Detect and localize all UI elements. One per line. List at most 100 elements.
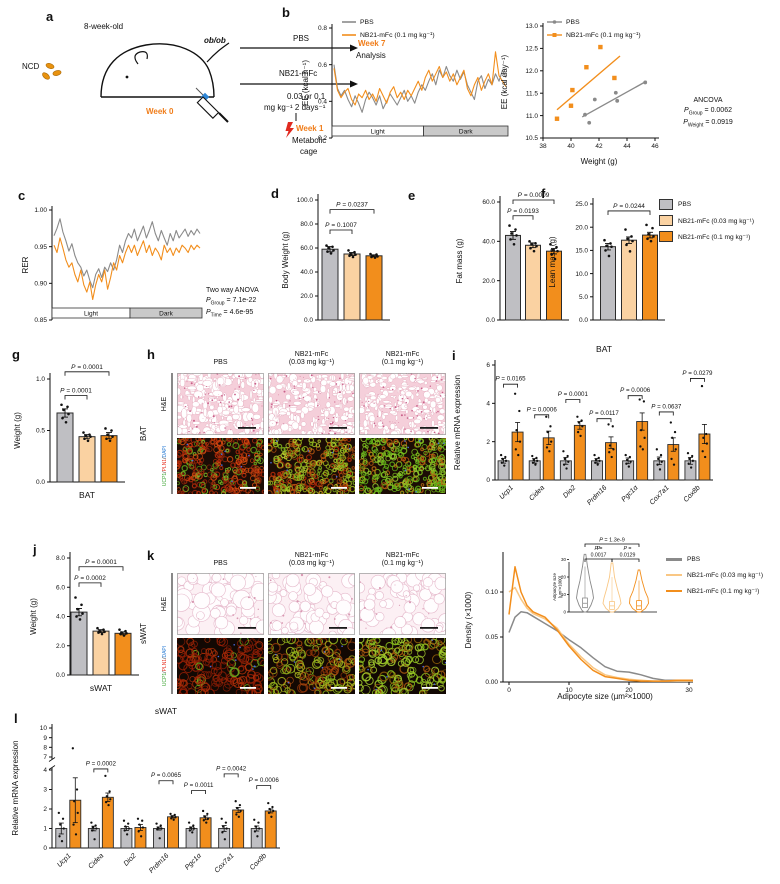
svg-text:0.10: 0.10 (485, 589, 498, 596)
data-dot (530, 242, 533, 246)
data-dot (673, 430, 677, 434)
data-dot (60, 840, 64, 843)
data-dot (509, 238, 512, 241)
data-point (615, 98, 620, 103)
bar (497, 460, 510, 481)
line-legend: PBS NB21-mFc (0.03 mg kg⁻¹) NB21-mFc (0.1 … (666, 556, 763, 603)
mouse-drawing (100, 42, 230, 98)
data-dot (508, 224, 511, 227)
data-dot (658, 468, 662, 471)
svg-text:10.5: 10.5 (525, 135, 538, 142)
data-dot (82, 431, 85, 434)
data-dot (191, 831, 194, 834)
svg-text:(µm²×1000): (µm²×1000) (558, 575, 563, 598)
data-dot (93, 838, 96, 841)
data-dot (253, 830, 257, 833)
metabolic-line1: Metabolic (292, 136, 327, 145)
data-dot (156, 826, 160, 829)
data-dot (141, 826, 145, 829)
svg-text:10: 10 (561, 592, 567, 597)
bar (92, 630, 110, 676)
histology-column-title: NB21-mFc (0.1 mg kg⁻¹) (381, 350, 424, 367)
data-dot (203, 815, 206, 818)
svg-text:EE (kcal h⁻¹): EE (kcal h⁻¹) (301, 60, 310, 106)
svg-text:Adipocyte size: Adipocyte size (553, 573, 557, 601)
violin (629, 569, 649, 613)
data-dot (512, 242, 516, 246)
data-point (570, 87, 575, 93)
data-dot (67, 412, 70, 416)
panel-letter-e: e (408, 188, 416, 203)
data-point (587, 120, 592, 125)
data-dot (594, 458, 598, 462)
svg-text:0.0129: 0.0129 (620, 553, 636, 559)
legend-label: NB21-mFc (0.03 mg kg⁻¹) (678, 217, 755, 225)
data-dot (604, 249, 607, 252)
bar (87, 828, 100, 849)
data-dot (701, 450, 704, 453)
legend-label: PBS (687, 556, 701, 563)
data-dot (137, 830, 140, 833)
panel-letter-b: b (282, 5, 290, 20)
scale-bar (329, 627, 347, 629)
data-dot (156, 828, 159, 831)
data-dot (518, 440, 522, 443)
svg-text:0.0: 0.0 (579, 317, 588, 324)
svg-text:PBS: PBS (360, 19, 374, 26)
svg-text:Relative mRNA expression: Relative mRNA expression (453, 375, 462, 470)
mouse-eye (125, 75, 129, 79)
data-dot (531, 461, 535, 464)
data-dot (270, 815, 273, 818)
svg-text:Cox8b: Cox8b (249, 852, 268, 871)
svg-text:NB21-mFc (0.1 mg kg⁻¹): NB21-mFc (0.1 mg kg⁻¹) (566, 32, 641, 39)
data-dot (329, 252, 333, 255)
data-dot (597, 456, 600, 460)
data-dot (657, 457, 660, 461)
data-dot (513, 392, 517, 395)
svg-text:0.85: 0.85 (34, 317, 47, 324)
data-dot (351, 255, 355, 259)
svg-text:Light: Light (371, 129, 385, 136)
data-dot (75, 788, 79, 791)
data-dot (103, 630, 106, 634)
data-dot (84, 434, 87, 437)
swat-mrna-expression-chart: 0 1 2 3 4 7 8 9 10 sWAT Relative mRNA expression Uc… (11, 706, 280, 875)
bar (167, 816, 179, 849)
data-dot (605, 244, 608, 248)
data-dot (688, 457, 691, 461)
data-dot (58, 835, 61, 838)
svg-text:8.0: 8.0 (56, 555, 65, 562)
data-dot (545, 415, 548, 418)
svg-text:0: 0 (486, 477, 490, 484)
bar (528, 460, 541, 481)
he-stain-image-0 (177, 373, 264, 435)
data-dot (501, 457, 504, 461)
data-dot (122, 819, 126, 822)
data-dot (625, 462, 628, 465)
svg-text:20.0: 20.0 (575, 224, 588, 231)
data-dot (686, 452, 690, 455)
stats-line: PGroup = 7.1e-22 (206, 297, 257, 307)
svg-text:42: 42 (595, 143, 603, 150)
data-dot (94, 824, 97, 827)
svg-text:P = 0.0117: P = 0.0117 (589, 410, 619, 417)
data-dot (514, 448, 517, 451)
data-dot (534, 463, 537, 466)
svg-text:0.6: 0.6 (318, 62, 327, 69)
data-dot (577, 421, 580, 424)
data-dot (71, 747, 74, 750)
data-dot (515, 234, 518, 237)
svg-text:6: 6 (486, 362, 490, 369)
trend-line (556, 55, 621, 111)
lean-mass-bar-chart: 0.0 5.0 10.0 15.0 20.0 25.0 Lean mass (g) P = 0… (548, 198, 665, 324)
data-dot (141, 819, 144, 822)
data-dot (627, 465, 630, 468)
data-dot (74, 833, 78, 836)
data-dot (528, 240, 531, 243)
data-point (568, 103, 574, 108)
svg-text:EE (kcal day⁻¹): EE (kcal day⁻¹) (500, 54, 509, 109)
data-dot (603, 238, 606, 242)
svg-text:Dio2: Dio2 (123, 852, 138, 867)
svg-text:0: 0 (43, 845, 47, 852)
data-dot (598, 459, 601, 462)
